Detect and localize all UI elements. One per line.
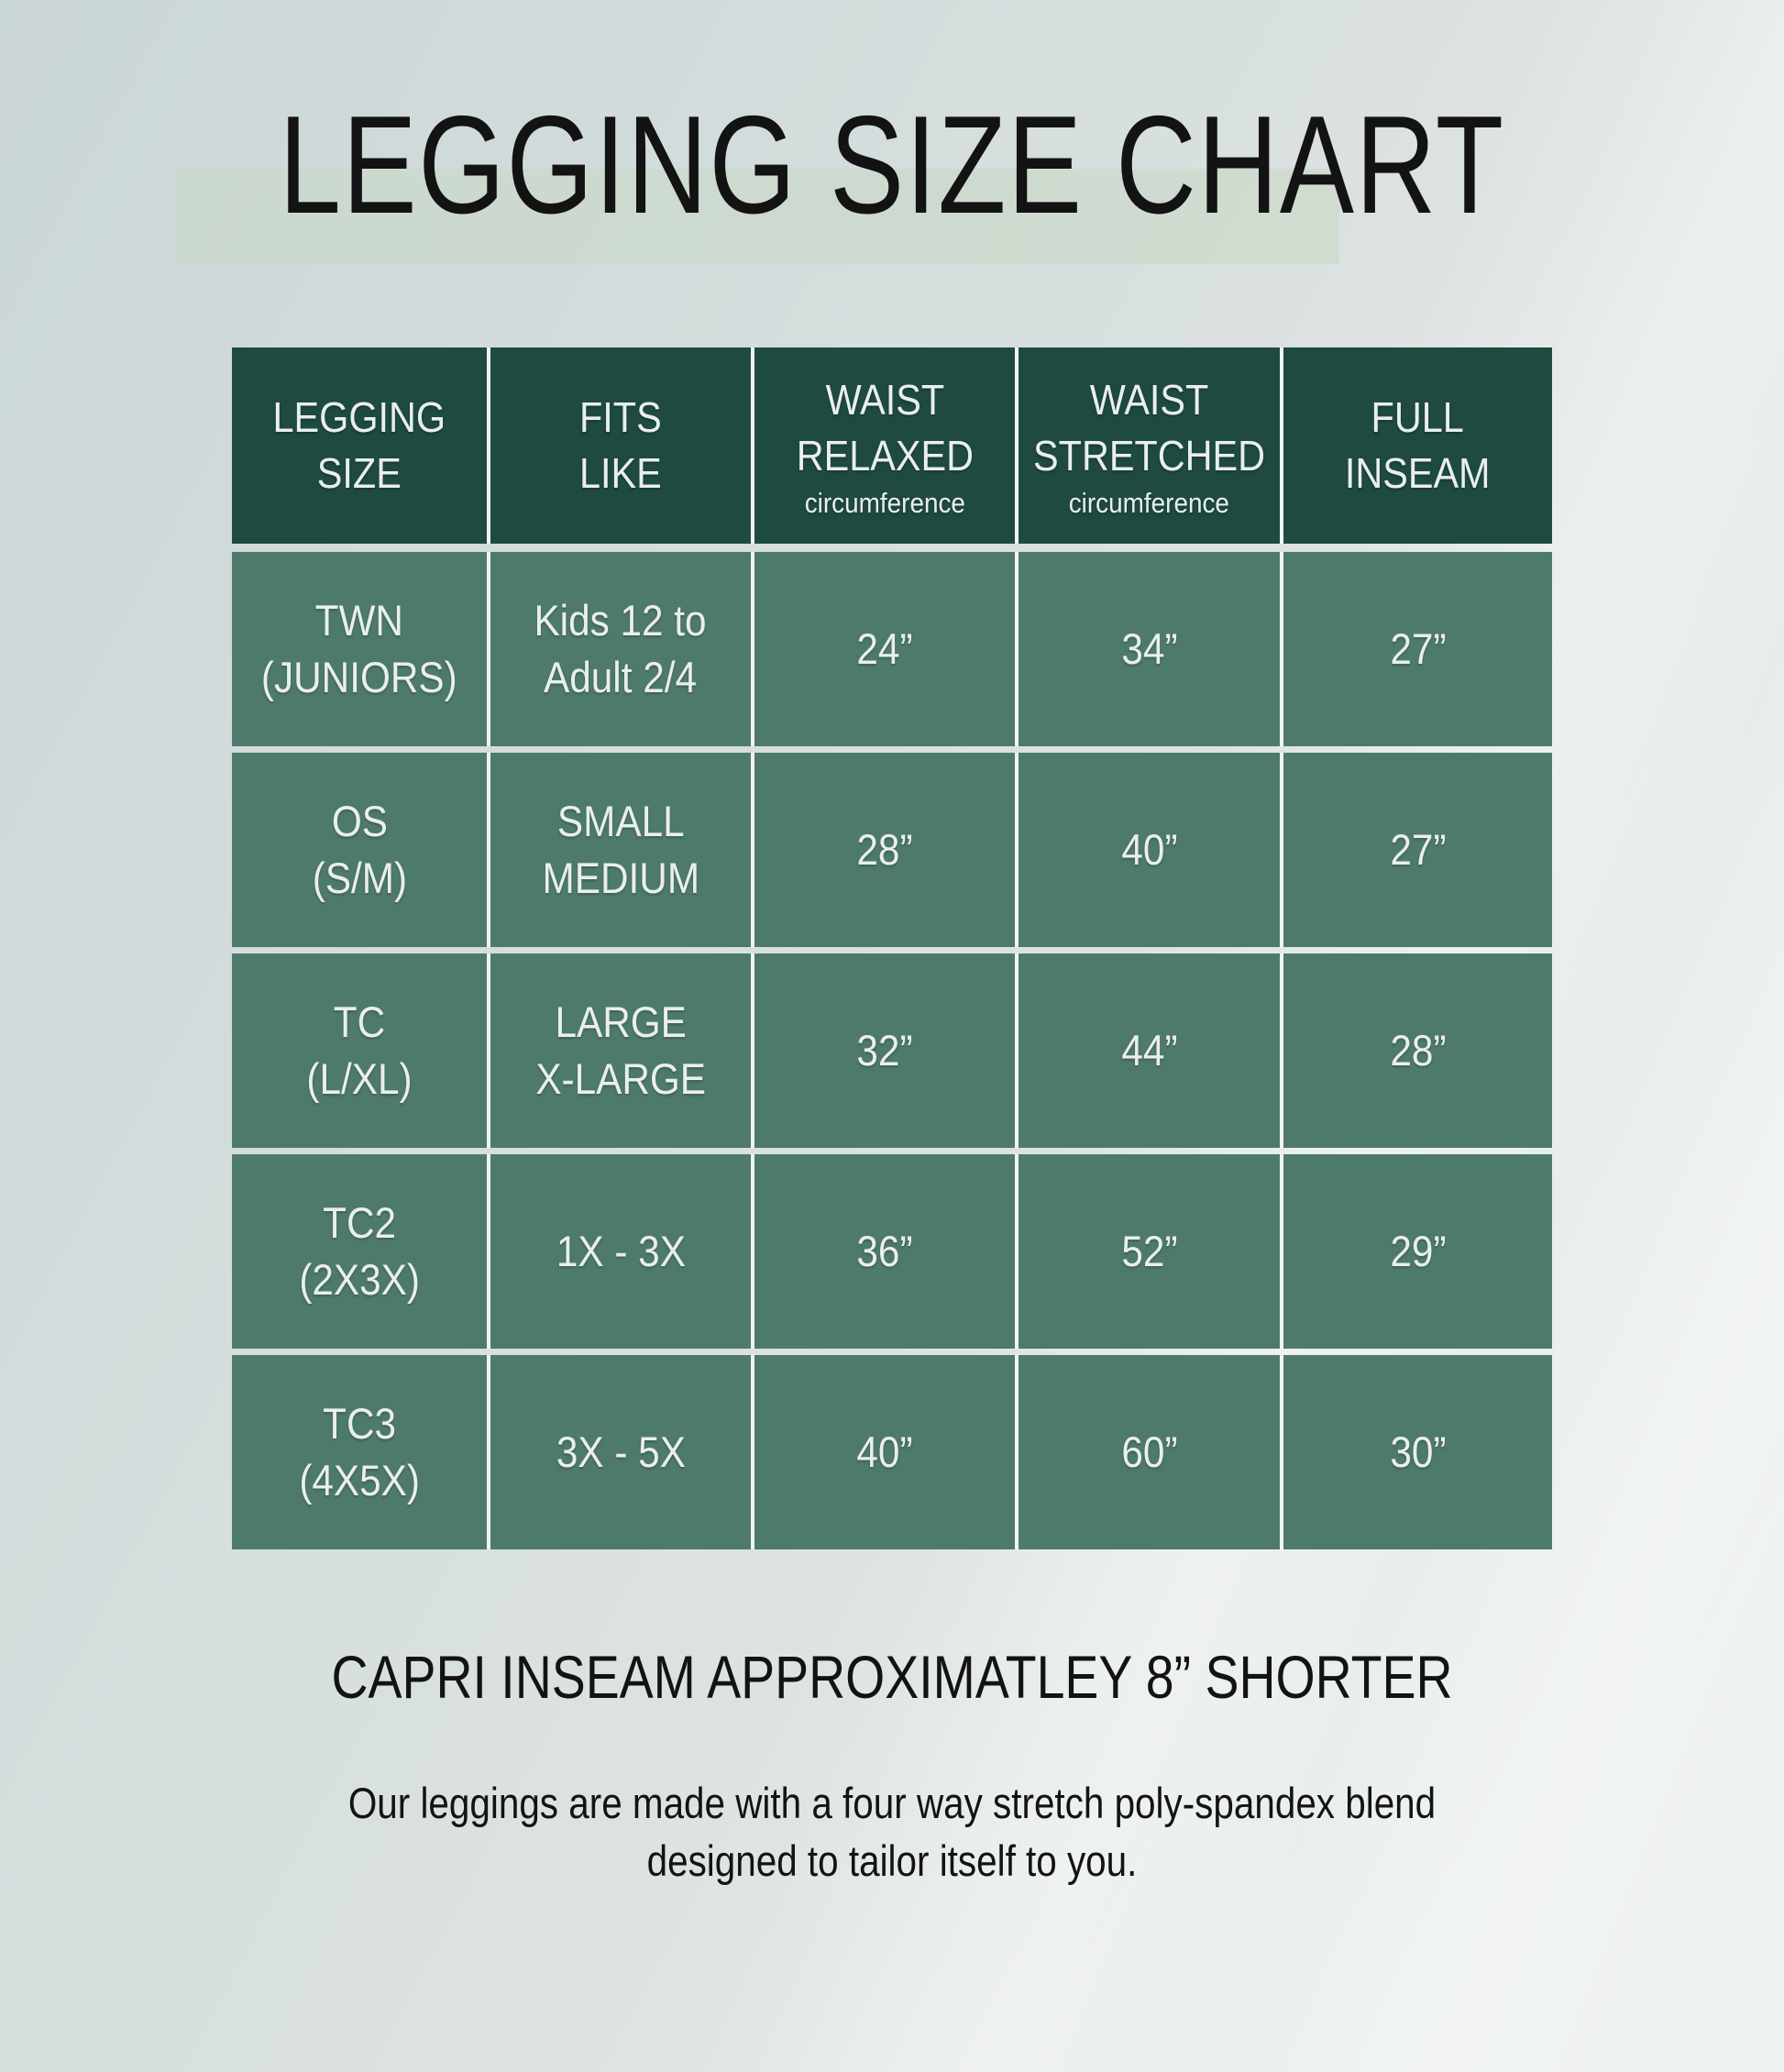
cell-size-tc2: TC2 (2X3X) <box>232 1154 490 1349</box>
cell-fits-tc: LARGE X-LARGE <box>490 953 754 1148</box>
header-label: LEGGING SIZE <box>272 393 446 497</box>
cell-size-tc: TC (L/XL) <box>232 953 490 1148</box>
cell-value: TC (L/XL) <box>306 997 413 1103</box>
cell-value: Kids 12 to Adult 2/4 <box>534 595 708 701</box>
header-cell-waist-stretched: WAIST STRETCHED circumference <box>1019 347 1283 544</box>
header-label: FITS LIKE <box>579 393 662 497</box>
cell-value: 52” <box>1120 1226 1178 1275</box>
cell-waist-stretched-tc: 44” <box>1019 953 1283 1148</box>
cell-value: 40” <box>1120 824 1178 874</box>
cell-value: 24” <box>856 623 913 673</box>
cell-value: 40” <box>856 1427 913 1476</box>
cell-waist-stretched-tc3: 60” <box>1019 1355 1283 1549</box>
cell-value: 29” <box>1389 1226 1447 1275</box>
cell-waist-relaxed-tc2: 36” <box>754 1154 1019 1349</box>
cell-waist-relaxed-twn: 24” <box>754 552 1019 746</box>
cell-inseam-tc2: 29” <box>1283 1154 1552 1349</box>
cell-inseam-twn: 27” <box>1283 552 1552 746</box>
cell-value: 36” <box>856 1226 913 1275</box>
cell-value: 28” <box>1389 1025 1447 1075</box>
capri-inseam-note: CAPRI INSEAM APPROXIMATLEY 8” SHORTER <box>331 1643 1453 1711</box>
page-title: LEGGING SIZE CHART <box>279 87 1505 243</box>
header-label: WAIST RELAXED <box>796 376 974 479</box>
cell-value: SMALL MEDIUM <box>542 796 699 902</box>
cell-inseam-tc3: 30” <box>1283 1355 1552 1549</box>
cell-value: 27” <box>1389 824 1447 874</box>
cell-value: TWN (JUNIORS) <box>261 595 457 701</box>
title-highlight-band <box>177 169 1339 264</box>
header-sublabel: circumference <box>804 486 965 519</box>
cell-value: 1X - 3X <box>556 1226 686 1275</box>
cell-waist-stretched-tc2: 52” <box>1019 1154 1283 1349</box>
cell-waist-relaxed-tc: 32” <box>754 953 1019 1148</box>
cell-fits-twn: Kids 12 to Adult 2/4 <box>490 552 754 746</box>
table-header-row: LEGGING SIZE FITS LIKE WAIST RELAXED cir… <box>232 347 1552 544</box>
header-cell-legging-size: LEGGING SIZE <box>232 347 490 544</box>
header-cell-waist-relaxed: WAIST RELAXED circumference <box>754 347 1019 544</box>
header-label: WAIST STRETCHED <box>1032 376 1266 479</box>
cell-value: 3X - 5X <box>556 1427 686 1476</box>
header-label: FULL INSEAM <box>1345 393 1491 497</box>
fabric-description: Our leggings are made with a four way st… <box>347 1779 1437 1885</box>
cell-size-os: OS (S/M) <box>232 753 490 947</box>
cell-waist-stretched-os: 40” <box>1019 753 1283 947</box>
cell-waist-relaxed-tc3: 40” <box>754 1355 1019 1549</box>
cell-value: 30” <box>1389 1427 1447 1476</box>
cell-fits-tc3: 3X - 5X <box>490 1355 754 1549</box>
cell-value: OS (S/M) <box>312 796 407 902</box>
cell-size-tc3: TC3 (4X5X) <box>232 1355 490 1549</box>
cell-size-twn: TWN (JUNIORS) <box>232 552 490 746</box>
cell-value: 34” <box>1120 623 1178 673</box>
cell-fits-os: SMALL MEDIUM <box>490 753 754 947</box>
cell-value: 60” <box>1120 1427 1178 1476</box>
cell-value: 44” <box>1120 1025 1178 1075</box>
cell-inseam-os: 27” <box>1283 753 1552 947</box>
header-cell-full-inseam: FULL INSEAM <box>1283 347 1552 544</box>
cell-value: 32” <box>856 1025 913 1075</box>
cell-value: LARGE X-LARGE <box>535 997 706 1103</box>
cell-waist-relaxed-os: 28” <box>754 753 1019 947</box>
header-cell-fits-like: FITS LIKE <box>490 347 754 544</box>
cell-waist-stretched-twn: 34” <box>1019 552 1283 746</box>
header-sublabel: circumference <box>1068 486 1230 519</box>
cell-value: 27” <box>1389 623 1447 673</box>
cell-fits-tc2: 1X - 3X <box>490 1154 754 1349</box>
legging-size-table: LEGGING SIZE FITS LIKE WAIST RELAXED cir… <box>232 347 1552 1549</box>
cell-inseam-tc: 28” <box>1283 953 1552 1148</box>
cell-value: TC2 (2X3X) <box>299 1197 420 1304</box>
cell-value: 28” <box>856 824 913 874</box>
table-body: TWN (JUNIORS) Kids 12 to Adult 2/4 24” 3… <box>232 552 1552 1549</box>
cell-value: TC3 (4X5X) <box>299 1398 420 1504</box>
